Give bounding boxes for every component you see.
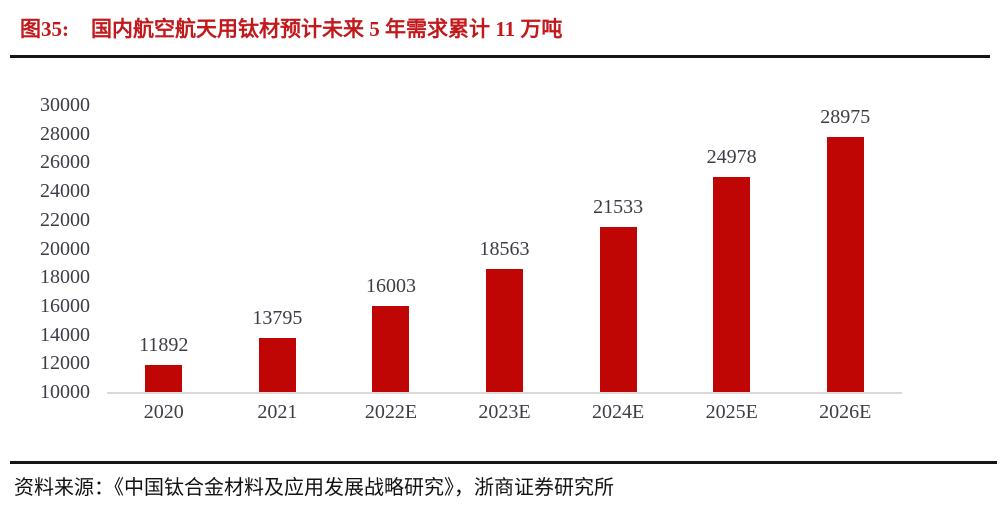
bar-value-label: 28975 [820, 106, 871, 128]
x-axis-label-2026E: 2026E [819, 401, 872, 423]
x-axis-label-2025E: 2025E [705, 401, 758, 423]
y-axis-tick-label: 22000 [40, 208, 90, 231]
bar-group-2026E: 28975 [788, 105, 902, 392]
bar-2021 [258, 337, 296, 392]
bar-group-2024E: 21533 [561, 105, 675, 392]
bar-2023E [486, 269, 524, 392]
y-axis-tick-label: 26000 [40, 151, 90, 174]
bar-group-2023E: 18563 [448, 105, 562, 392]
bar-2024E [599, 226, 637, 392]
bar-2020 [145, 364, 183, 392]
bar-group-2025E: 24978 [675, 105, 789, 392]
bar-2026E [826, 137, 864, 392]
y-axis-tick-label: 10000 [40, 381, 90, 403]
bar-group-2020: 11892 [107, 105, 221, 392]
bar-value-label: 13795 [252, 306, 303, 329]
figure-number-label: 图35: [20, 17, 69, 41]
bar-value-label: 11892 [139, 333, 189, 356]
bar-2025E [713, 177, 751, 392]
figure-title-text: 国内航空航天用钛材预计未来 5 年需求累计 11 万吨 [91, 17, 563, 41]
y-axis-tick-label: 28000 [40, 122, 90, 145]
bar-group-2021: 13795 [221, 105, 335, 392]
figure-title: 图35: 国内航空航天用钛材预计未来 5 年需求累计 11 万吨 [20, 13, 562, 43]
x-axis-label-2024E: 2024E [591, 401, 645, 423]
y-axis-tick-label: 12000 [40, 352, 90, 375]
source-note: 资料来源：《中国钛合金材料及应用发展战略研究》，浙商证券研究所 [14, 477, 614, 499]
bar-group-2022E: 16003 [334, 105, 448, 392]
x-axis-label-2022E: 2022E [364, 401, 418, 423]
plot-area: 11892 13795 16003 18563 21533 24978 28975 [107, 105, 902, 394]
x-axis: 2020 2021 2022E 2023E 2024E 2025E 2026E [107, 401, 902, 424]
bar-2022E [372, 305, 410, 392]
y-axis-tick-label: 30000 [40, 94, 90, 116]
bar-value-label: 16003 [365, 274, 416, 297]
footer-divider-rule [10, 461, 997, 464]
title-divider-rule [10, 55, 990, 58]
x-axis-label-2023E: 2023E [478, 401, 531, 423]
bar-value-label: 21533 [593, 195, 644, 218]
x-axis-label-2021: 2021 [257, 401, 298, 423]
y-axis-tick-label: 16000 [40, 294, 90, 317]
bar-value-label: 24978 [706, 146, 757, 169]
bar-value-label: 18563 [479, 238, 530, 261]
y-axis-tick-label: 24000 [40, 180, 90, 203]
x-axis-label-2020: 2020 [143, 401, 184, 423]
y-axis-tick-label: 14000 [40, 323, 90, 346]
y-axis-tick-label: 18000 [40, 266, 90, 289]
y-axis-tick-label: 20000 [40, 237, 90, 260]
